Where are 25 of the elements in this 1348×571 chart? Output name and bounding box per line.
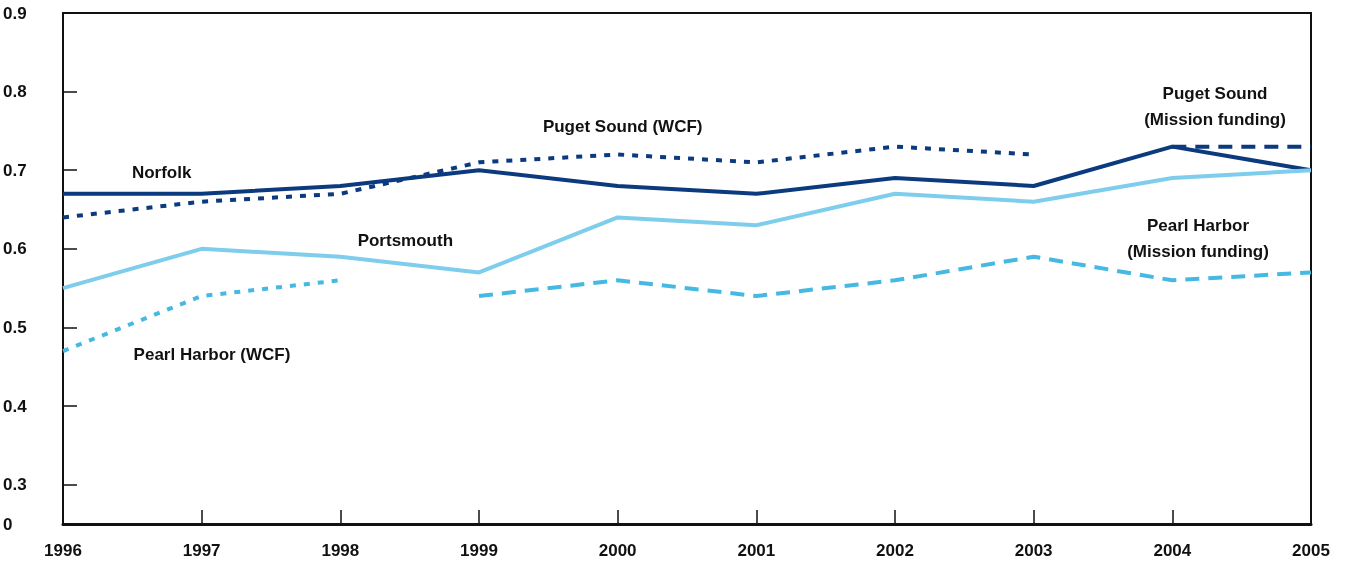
x-tick-label: 2005 [1292,541,1330,560]
series-label: Puget Sound (Mission funding) [1144,84,1286,130]
x-tick-label: 2000 [598,541,637,560]
y-tick-label: 0.7 [3,160,27,180]
y-tick-label: 0.9 [3,3,27,23]
x-tick-label: 1997 [182,541,221,560]
y-tick-label: 0.5 [3,317,27,337]
x-tick-label: 1996 [44,541,82,560]
x-tick-label: 1999 [460,541,498,560]
x-tick-label: 1998 [321,541,360,560]
y-tick-label: 0.4 [3,396,28,416]
x-tick-label: 2001 [737,541,776,560]
series-label: Pearl Harbor (Mission funding) [1127,215,1269,261]
y-tick-label: 0.3 [3,475,27,495]
y-tick-label: 0 [3,514,13,534]
x-tick-label: 2004 [1153,541,1192,560]
x-tick-label: 2003 [1014,541,1053,560]
series-label: Pearl Harbor (WCF) [133,344,291,364]
series-label: Portsmouth [357,231,454,251]
y-tick-label: 0.8 [3,82,27,102]
series-label: Puget Sound (WCF) [542,117,703,137]
series-label: Norfolk [131,163,192,183]
line-series [61,168,1313,291]
x-tick-label: 2002 [876,541,914,560]
y-tick-label: 0.6 [3,239,27,259]
